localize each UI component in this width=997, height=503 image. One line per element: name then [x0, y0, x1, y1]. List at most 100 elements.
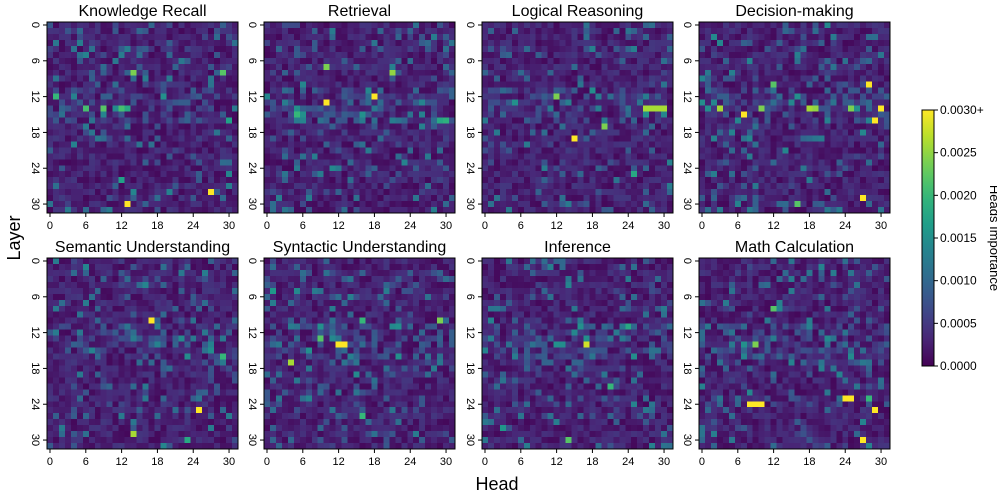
heatmap-cell — [65, 330, 71, 336]
heatmap-cell — [494, 189, 500, 195]
y-tick-label: 30 — [246, 198, 258, 210]
heatmap-cell — [741, 88, 747, 94]
heatmap-cell — [848, 177, 854, 183]
heatmap-cell — [613, 34, 619, 40]
heatmap-cell — [226, 159, 232, 165]
heatmap-cell — [789, 64, 795, 70]
heatmap-cell — [214, 348, 220, 354]
heatmap-cell — [190, 183, 196, 189]
heatmap-cell — [83, 118, 89, 124]
heatmap-cell — [554, 165, 560, 171]
heatmap-cell — [765, 118, 771, 124]
heatmap-cell — [178, 306, 184, 312]
heatmap-cell — [389, 34, 395, 40]
heatmap-cell — [77, 288, 83, 294]
heatmap-cell — [371, 52, 377, 58]
heatmap-cell — [425, 171, 431, 177]
heatmap-cell — [377, 165, 383, 171]
heatmap-cell — [830, 82, 836, 88]
heatmap-cell — [190, 324, 196, 330]
y-tick-label: 6 — [464, 58, 476, 64]
heatmap-cell — [184, 183, 190, 189]
heatmap-cell — [631, 58, 637, 64]
heatmap-cell — [848, 112, 854, 118]
heatmap-cell — [795, 34, 801, 40]
heatmap-cell — [270, 118, 276, 124]
heatmap-cell — [649, 64, 655, 70]
heatmap-cell — [348, 183, 354, 189]
heatmap-cell — [667, 106, 673, 112]
heatmap-cell — [566, 112, 572, 118]
heatmap-cell — [202, 377, 208, 383]
heatmap-cell — [184, 276, 190, 282]
heatmap-cell — [65, 46, 71, 52]
heatmap-cell — [131, 123, 137, 129]
heatmap-cell — [330, 129, 336, 135]
heatmap-cell — [723, 46, 729, 52]
heatmap-cell — [184, 282, 190, 288]
heatmap-cell — [318, 70, 324, 76]
heatmap-cell — [530, 159, 536, 165]
heatmap-cell — [771, 64, 777, 70]
heatmap-cell — [431, 165, 437, 171]
heatmap-cell — [232, 276, 238, 282]
heatmap-cell — [759, 129, 765, 135]
heatmap-cell — [443, 94, 449, 100]
heatmap-cell — [449, 135, 455, 141]
heatmap-cell — [101, 195, 107, 201]
heatmap-cell — [208, 189, 214, 195]
heatmap-cell — [172, 183, 178, 189]
heatmap-cell — [866, 70, 872, 76]
heatmap-cell — [437, 28, 443, 34]
heatmap-cell — [395, 22, 401, 28]
heatmap-cell — [613, 129, 619, 135]
heatmap-cell — [818, 195, 824, 201]
heatmap-cell — [202, 354, 208, 360]
heatmap-cell — [431, 123, 437, 129]
heatmap-cell — [318, 153, 324, 159]
heatmap-cell — [59, 94, 65, 100]
heatmap-cell — [371, 100, 377, 106]
heatmap-cell — [643, 52, 649, 58]
heatmap-cell — [482, 183, 488, 189]
heatmap-cell — [89, 270, 95, 276]
heatmap-cell — [866, 22, 872, 28]
heatmap-cell — [220, 306, 226, 312]
heatmap-cell — [560, 70, 566, 76]
heatmap-cell — [842, 52, 848, 58]
heatmap-cell — [270, 147, 276, 153]
heatmap-cell — [196, 58, 202, 64]
heatmap-cell — [583, 123, 589, 129]
heatmap-cell — [765, 40, 771, 46]
heatmap-cell — [542, 52, 548, 58]
heatmap-cell — [425, 40, 431, 46]
heatmap-cell — [288, 22, 294, 28]
heatmap-cell — [800, 70, 806, 76]
heatmap-cell — [806, 177, 812, 183]
heatmap-cell — [753, 88, 759, 94]
heatmap-cell — [184, 330, 190, 336]
heatmap-cell — [500, 207, 506, 213]
heatmap-cell — [47, 129, 53, 135]
heatmap-cell — [184, 324, 190, 330]
heatmap-cell — [836, 106, 842, 112]
heatmap-cell — [196, 395, 202, 401]
heatmap-cell — [482, 171, 488, 177]
heatmap-cell — [196, 76, 202, 82]
heatmap-cell — [818, 28, 824, 34]
heatmap-cell — [154, 312, 160, 318]
heatmap-cell — [488, 118, 494, 124]
heatmap-cell — [160, 58, 166, 64]
heatmap-cell — [178, 94, 184, 100]
heatmap-cell — [312, 64, 318, 70]
heatmap-cell — [842, 171, 848, 177]
heatmap-cell — [300, 141, 306, 147]
heatmap-cell — [270, 58, 276, 64]
heatmap-cell — [65, 183, 71, 189]
heatmap-cell — [208, 318, 214, 324]
heatmap-cell — [661, 165, 667, 171]
heatmap-cell — [300, 88, 306, 94]
heatmap-cell — [71, 100, 77, 106]
heatmap-cell — [836, 177, 842, 183]
